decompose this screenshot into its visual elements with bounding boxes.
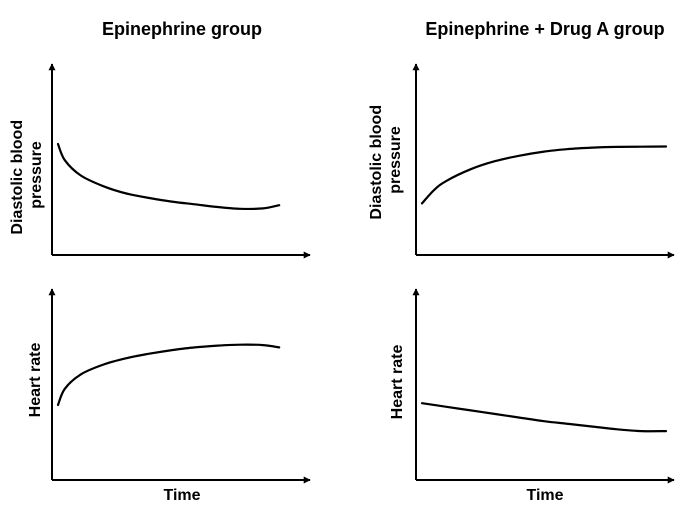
y-axis-label-line-2: pressure: [387, 126, 404, 194]
chart-panel-epinephrine-heart-rate: Heart rate Time: [27, 288, 311, 504]
series-line-diastolic-bp: [56, 142, 281, 211]
group-title-left: Epinephrine group: [102, 19, 262, 39]
chart-panel-epinephrine-drug-a-diastolic-bp: Diastolic blood pressure: [368, 63, 675, 259]
y-axis-label: Diastolic blood pressure: [9, 115, 45, 234]
chart-panel-epinephrine-diastolic-bp: Diastolic blood pressure: [9, 63, 311, 259]
series-line-heart-rate: [56, 343, 281, 407]
x-axis-label: Time: [526, 487, 563, 504]
group-title-right: Epinephrine + Drug A group: [425, 19, 664, 39]
y-axis-label: Heart rate: [27, 343, 44, 418]
series-line-heart-rate: [420, 402, 668, 433]
x-axis-label: Time: [163, 487, 200, 504]
y-axis-label-line-1: Diastolic blood: [368, 105, 385, 220]
series-line-diastolic-bp: [420, 145, 668, 205]
y-axis-label: Heart rate: [389, 345, 406, 420]
y-axis-label: Diastolic blood pressure: [368, 100, 404, 219]
y-axis-label-line-1: Diastolic blood: [9, 120, 26, 235]
chart-panel-epinephrine-drug-a-heart-rate: Heart rate Time: [389, 288, 675, 504]
y-axis-label-line-2: pressure: [28, 141, 45, 209]
y-axis-label-line-1: Heart rate: [389, 345, 406, 420]
y-axis-label-line-1: Heart rate: [27, 343, 44, 418]
